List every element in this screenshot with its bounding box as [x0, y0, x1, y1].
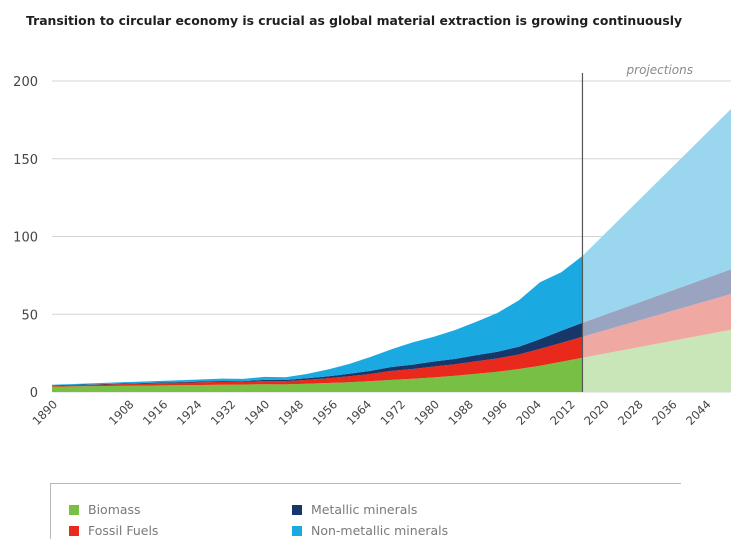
- legend-item-fossil-fuels: Fossil Fuels: [69, 523, 158, 538]
- x-tick-label: 1988: [445, 397, 476, 428]
- y-tick-label: 200: [13, 75, 38, 90]
- x-tick-label: 1890: [30, 397, 61, 428]
- legend-label-fossil-fuels: Fossil Fuels: [88, 523, 158, 538]
- legend-swatch-fossil-fuels: [69, 526, 79, 536]
- x-tick-label: 2004: [513, 397, 544, 428]
- x-tick-label: 2044: [683, 397, 714, 428]
- x-tick-label: 1972: [378, 397, 409, 428]
- x-tick-label: 1924: [174, 397, 205, 428]
- x-tick-label: 1948: [276, 397, 307, 428]
- legend-item-biomass: Biomass: [69, 502, 141, 517]
- x-tick-label: 2036: [649, 397, 680, 428]
- x-tick-label: 2020: [581, 397, 612, 428]
- legend-swatch-non-metallic-minerals: [292, 526, 302, 536]
- x-tick-label: 2028: [615, 397, 646, 428]
- legend: Biomass Fossil Fuels Metallic minerals N…: [50, 483, 681, 539]
- legend-label-non-metallic-minerals: Non-metallic minerals: [311, 523, 448, 538]
- x-tick-label: 1908: [106, 397, 137, 428]
- x-tick-label: 1964: [344, 397, 375, 428]
- legend-item-non-metallic-minerals: Non-metallic minerals: [292, 523, 448, 538]
- x-tick-label: 1980: [411, 397, 442, 428]
- legend-swatch-metallic-minerals: [292, 505, 302, 515]
- y-tick-label: 0: [30, 386, 38, 401]
- y-axis-ticks: 0 50 100 150 200: [13, 75, 38, 401]
- y-tick-label: 50: [21, 308, 38, 323]
- y-tick-label: 150: [13, 153, 38, 168]
- legend-item-metallic-minerals: Metallic minerals: [292, 502, 417, 517]
- legend-label-biomass: Biomass: [88, 502, 141, 517]
- x-tick-label: 2012: [547, 397, 578, 428]
- x-tick-label: 1996: [479, 397, 510, 428]
- projection-label: projections: [626, 63, 693, 77]
- legend-label-metallic-minerals: Metallic minerals: [311, 502, 417, 517]
- legend-swatch-biomass: [69, 505, 79, 515]
- x-tick-label: 1932: [208, 397, 239, 428]
- series-areas: [52, 109, 731, 392]
- y-tick-label: 100: [13, 231, 38, 246]
- x-tick-label: 1940: [242, 397, 273, 428]
- x-tick-label: 1916: [140, 397, 171, 428]
- x-tick-label: 1956: [310, 397, 341, 428]
